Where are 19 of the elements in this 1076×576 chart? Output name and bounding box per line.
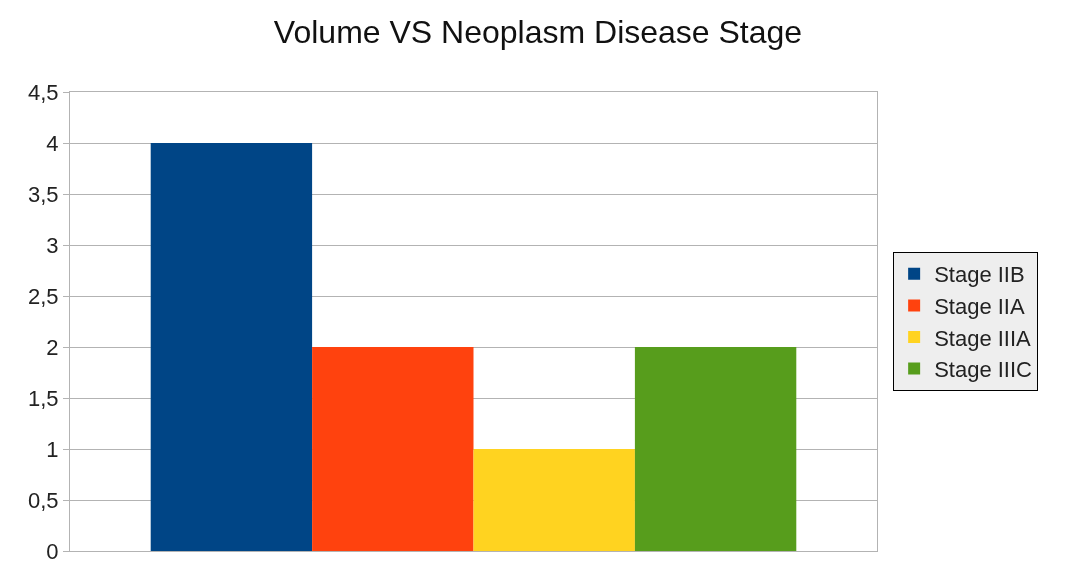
- bar: [473, 449, 635, 551]
- legend-label: Stage IIIA: [934, 325, 1032, 351]
- legend-label: Stage IIA: [934, 293, 1025, 319]
- legend-label: Stage IIIC: [934, 357, 1033, 383]
- bar: [634, 347, 797, 551]
- y-tick-label: 4,5: [28, 79, 59, 105]
- y-tick-label: 2: [46, 334, 59, 360]
- y-tick-label: 3,5: [28, 181, 59, 207]
- y-tick-label: 1: [46, 436, 59, 462]
- y-tick-label: 0: [46, 538, 59, 564]
- legend-label: Stage IIB: [934, 262, 1025, 288]
- y-tick-label: 3: [46, 232, 59, 258]
- y-tick-label: 2,5: [28, 283, 59, 309]
- y-tick-label: 4: [46, 130, 59, 156]
- bar: [150, 143, 313, 551]
- chart-title: Volume VS Neoplasm Disease Stage: [273, 13, 803, 50]
- y-tick-label: 1,5: [28, 385, 59, 411]
- y-tick-label: 0,5: [28, 487, 59, 513]
- bar: [312, 347, 474, 551]
